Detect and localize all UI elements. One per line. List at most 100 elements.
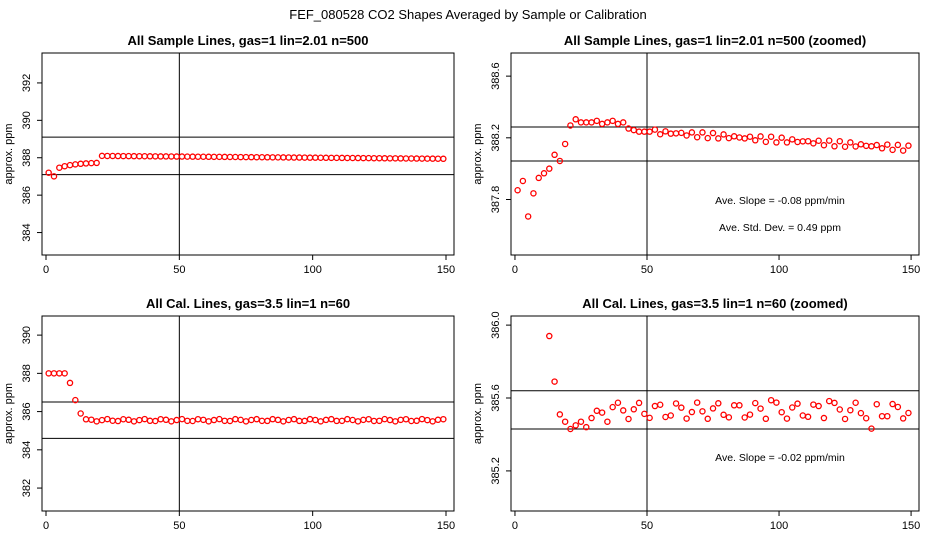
y-tick-label: 388.6 <box>490 62 502 90</box>
data-point <box>651 126 659 133</box>
data-point <box>226 417 234 425</box>
y-tick-label: 390 <box>21 326 33 344</box>
data-point <box>678 129 685 137</box>
data-point <box>408 417 415 425</box>
data-point <box>290 415 298 423</box>
x-tick-label: 0 <box>43 520 49 532</box>
data-point <box>641 410 648 418</box>
data-point <box>693 133 701 141</box>
data-point <box>609 403 616 411</box>
data-point <box>290 154 298 161</box>
data-point <box>418 155 426 162</box>
data-point <box>656 131 664 138</box>
data-point <box>200 153 207 160</box>
data-point <box>322 416 330 424</box>
data-point <box>226 153 234 161</box>
data-point <box>799 412 807 419</box>
x-tick-label: 150 <box>437 520 455 532</box>
data-point <box>757 405 764 412</box>
data-point <box>178 153 186 160</box>
data-point <box>583 423 590 431</box>
data-point <box>741 135 748 142</box>
data-point <box>333 154 340 162</box>
data-point <box>333 417 340 425</box>
data-point <box>130 152 138 160</box>
data-point <box>889 400 896 408</box>
data-point <box>376 417 383 425</box>
data-point <box>683 132 690 139</box>
data-point <box>556 411 564 418</box>
data-point <box>114 417 122 425</box>
data-point <box>82 416 90 423</box>
y-tick-label: 388.2 <box>490 124 502 152</box>
x-tick-label: 100 <box>770 264 788 276</box>
data-point <box>767 396 775 404</box>
chart-panel-4: All Cal. Lines, gas=3.5 lin=1 n=60 (zoom… <box>472 296 920 532</box>
data-point <box>93 418 100 425</box>
data-point <box>365 415 372 423</box>
data-point <box>146 153 154 160</box>
data-point <box>418 415 426 423</box>
data-point <box>194 415 202 423</box>
data-point <box>583 119 590 126</box>
data-point <box>216 153 223 161</box>
data-point <box>141 415 148 423</box>
data-point <box>725 414 733 421</box>
data-point <box>61 162 68 170</box>
data-point <box>598 120 606 128</box>
y-tick-label: 387.8 <box>490 186 502 214</box>
data-point <box>397 416 404 424</box>
data-point <box>194 153 202 160</box>
data-point <box>168 153 175 160</box>
data-point <box>370 154 378 162</box>
data-point <box>354 154 362 162</box>
data-point <box>354 418 362 425</box>
data-point <box>609 117 616 125</box>
data-point <box>820 414 828 422</box>
plot-frame <box>41 52 455 256</box>
data-point <box>836 406 844 413</box>
data-point <box>413 155 420 162</box>
data-point <box>210 416 218 424</box>
data-point <box>205 418 212 425</box>
data-point <box>535 174 542 182</box>
data-point <box>402 155 410 162</box>
data-point <box>804 137 812 145</box>
data-point <box>104 415 111 423</box>
data-point <box>635 399 643 407</box>
data-point <box>237 416 244 424</box>
data-point <box>773 139 780 146</box>
data-point <box>376 154 383 162</box>
data-point <box>810 140 817 147</box>
chart-panel-1: All Sample Lines, gas=1 lin=2.01 n=500 ap… <box>3 33 455 276</box>
data-point <box>773 399 780 406</box>
data-point <box>725 134 733 142</box>
data-point <box>841 415 849 423</box>
data-point <box>899 147 907 154</box>
data-point <box>561 140 569 148</box>
data-point <box>114 152 122 160</box>
data-point <box>386 416 394 424</box>
y-tick-label: 386 <box>21 186 33 204</box>
data-point <box>306 415 314 423</box>
figure-title: FEF_080528 CO2 Shapes Averaged by Sample… <box>289 7 646 22</box>
data-point <box>619 407 627 414</box>
data-point <box>173 416 180 424</box>
data-point <box>301 154 308 161</box>
data-point <box>386 155 394 162</box>
data-point <box>836 137 844 145</box>
chart-panel-3: All Cal. Lines, gas=3.5 lin=1 n=60 approx… <box>3 296 455 532</box>
data-point <box>551 378 558 385</box>
data-point <box>317 154 324 161</box>
data-point <box>232 153 239 161</box>
data-point <box>77 410 84 417</box>
data-point <box>715 135 722 142</box>
data-point <box>157 153 164 160</box>
data-point <box>699 129 706 136</box>
data-point <box>556 157 564 165</box>
data-point <box>752 399 759 407</box>
data-point <box>783 415 791 422</box>
data-point <box>280 154 287 161</box>
y-axis-label: approx. ppm <box>3 123 15 184</box>
data-point <box>757 133 764 140</box>
